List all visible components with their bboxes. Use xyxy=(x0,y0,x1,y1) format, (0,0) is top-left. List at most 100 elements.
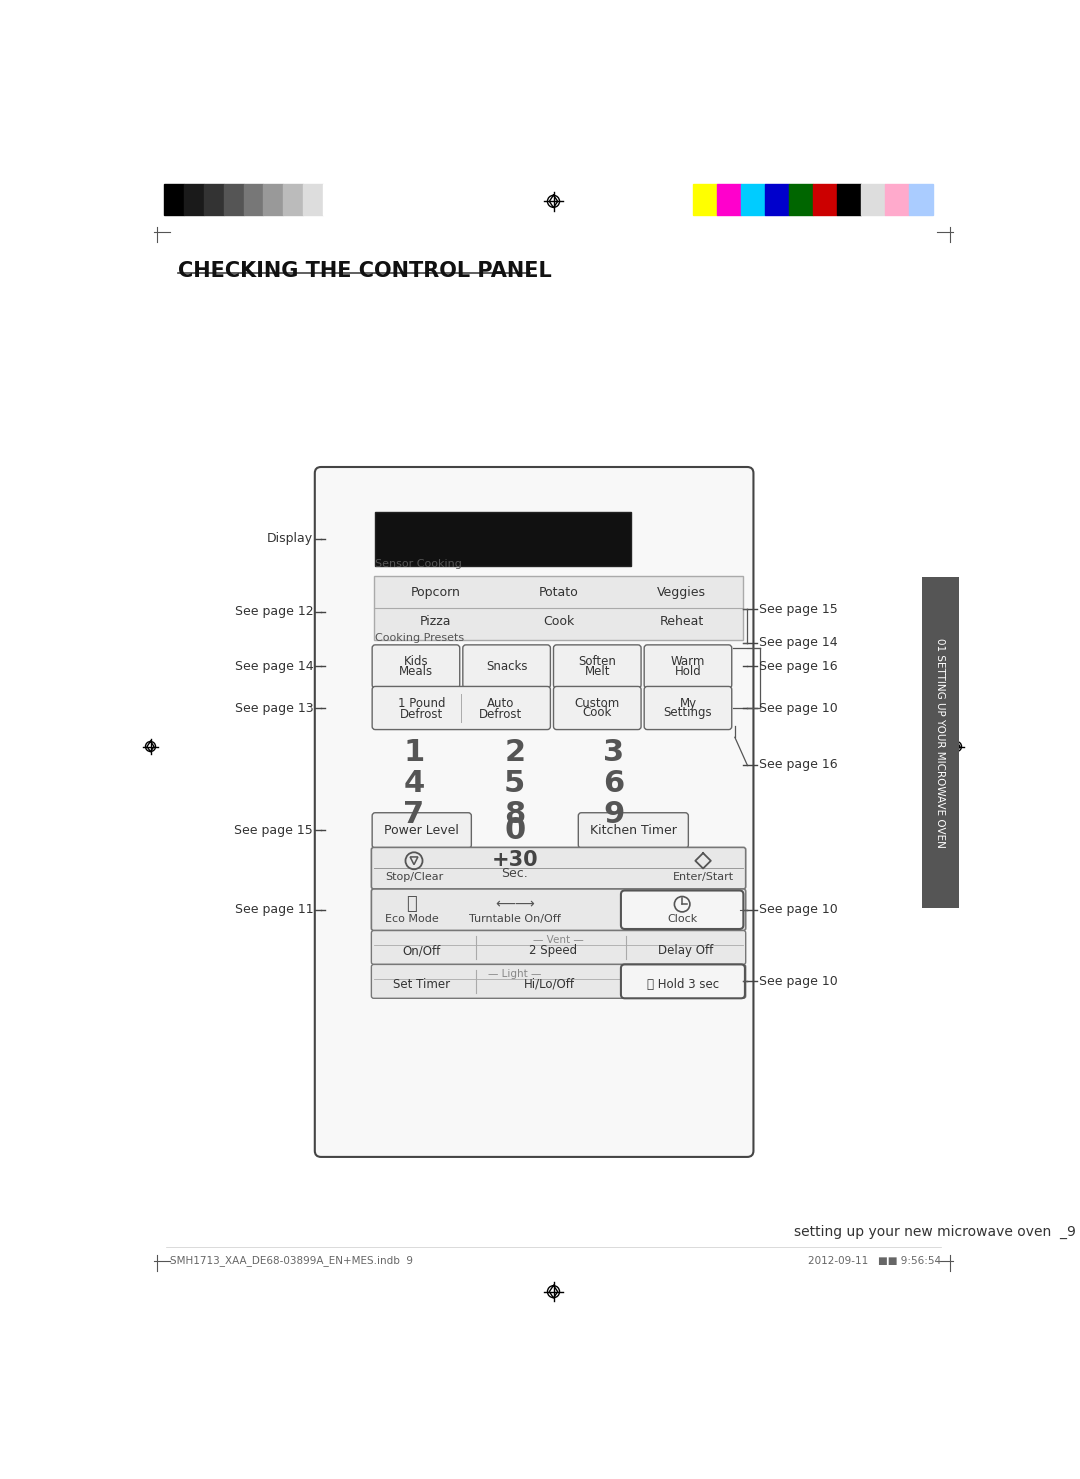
Text: Kids: Kids xyxy=(404,655,429,669)
FancyBboxPatch shape xyxy=(621,964,745,998)
Text: setting up your new microwave oven  _9: setting up your new microwave oven _9 xyxy=(794,1225,1076,1239)
Bar xyxy=(204,185,224,216)
Text: Meals: Meals xyxy=(399,664,433,677)
FancyBboxPatch shape xyxy=(373,813,471,847)
Text: 2: 2 xyxy=(504,738,525,768)
Text: 9: 9 xyxy=(604,800,624,828)
Text: Warm: Warm xyxy=(671,655,705,669)
Bar xyxy=(741,185,765,216)
FancyBboxPatch shape xyxy=(372,930,745,964)
Text: Custom: Custom xyxy=(575,697,620,710)
Text: Set Timer: Set Timer xyxy=(393,978,450,991)
Text: Pizza: Pizza xyxy=(419,615,451,629)
Text: On/Off: On/Off xyxy=(403,944,441,957)
Text: See page 14: See page 14 xyxy=(234,660,313,673)
Bar xyxy=(693,185,717,216)
Text: Kitchen Timer: Kitchen Timer xyxy=(590,824,677,837)
Text: See page 16: See page 16 xyxy=(759,660,837,673)
FancyBboxPatch shape xyxy=(644,645,732,688)
Text: Veggies: Veggies xyxy=(658,586,706,599)
Text: 1 Pound: 1 Pound xyxy=(397,697,445,710)
Text: 🔒 Hold 3 sec: 🔒 Hold 3 sec xyxy=(647,978,719,991)
FancyBboxPatch shape xyxy=(554,645,642,688)
Text: Turntable On/Off: Turntable On/Off xyxy=(469,914,561,923)
FancyBboxPatch shape xyxy=(372,964,745,998)
Text: 2 Speed: 2 Speed xyxy=(529,944,578,957)
Text: Popcorn: Popcorn xyxy=(410,586,460,599)
Text: 01 SETTING UP YOUR MICROWAVE OVEN: 01 SETTING UP YOUR MICROWAVE OVEN xyxy=(935,637,945,847)
Text: See page 11: See page 11 xyxy=(234,904,313,917)
Text: See page 12: See page 12 xyxy=(234,605,313,618)
Text: Melt: Melt xyxy=(584,664,610,677)
Text: Display: Display xyxy=(267,532,313,546)
Bar xyxy=(185,185,204,216)
Bar xyxy=(374,575,743,640)
Text: 8: 8 xyxy=(504,800,525,828)
Bar xyxy=(224,185,244,216)
Text: 0: 0 xyxy=(504,816,525,845)
Text: Soften: Soften xyxy=(579,655,617,669)
Text: Hold: Hold xyxy=(675,664,701,677)
Text: Power Level: Power Level xyxy=(384,824,459,837)
Text: My: My xyxy=(679,697,697,710)
FancyBboxPatch shape xyxy=(578,813,688,847)
Text: Cook: Cook xyxy=(582,705,612,719)
Text: See page 14: See page 14 xyxy=(759,636,837,649)
Text: Hi/Lo/Off: Hi/Lo/Off xyxy=(524,978,576,991)
FancyBboxPatch shape xyxy=(644,686,732,729)
Text: Defrost: Defrost xyxy=(480,707,523,720)
Text: ⟵⟶: ⟵⟶ xyxy=(495,898,535,911)
Text: Cooking Presets: Cooking Presets xyxy=(375,633,464,643)
Bar xyxy=(837,185,861,216)
FancyBboxPatch shape xyxy=(621,890,743,929)
Bar xyxy=(375,512,631,565)
Text: Eco Mode: Eco Mode xyxy=(384,914,438,923)
Text: 7: 7 xyxy=(404,800,424,828)
Bar xyxy=(264,185,283,216)
Text: Enter/Start: Enter/Start xyxy=(673,873,733,881)
FancyBboxPatch shape xyxy=(373,686,551,729)
Bar xyxy=(921,577,959,908)
Bar xyxy=(861,185,886,216)
Bar xyxy=(886,185,909,216)
Bar xyxy=(283,185,303,216)
Bar xyxy=(303,185,323,216)
Text: See page 10: See page 10 xyxy=(759,975,838,988)
Text: See page 15: See page 15 xyxy=(759,603,838,615)
Text: Sensor Cooking: Sensor Cooking xyxy=(375,559,462,569)
Bar xyxy=(813,185,837,216)
Text: Clock: Clock xyxy=(667,914,698,923)
FancyBboxPatch shape xyxy=(554,686,642,729)
Text: Reheat: Reheat xyxy=(660,615,704,629)
Text: Delay Off: Delay Off xyxy=(658,944,713,957)
Text: See page 16: See page 16 xyxy=(759,759,837,772)
Text: — Vent —: — Vent — xyxy=(532,935,583,945)
Text: 1: 1 xyxy=(403,738,424,768)
FancyBboxPatch shape xyxy=(314,467,754,1157)
FancyBboxPatch shape xyxy=(373,645,460,688)
Bar xyxy=(909,185,933,216)
Text: See page 10: See page 10 xyxy=(759,701,838,714)
Text: Settings: Settings xyxy=(663,705,713,719)
Text: Snacks: Snacks xyxy=(486,660,527,673)
Text: ꀯ: ꀯ xyxy=(406,895,417,913)
Bar xyxy=(323,185,342,216)
Text: See page 15: See page 15 xyxy=(234,824,313,837)
Text: Cook: Cook xyxy=(543,615,575,629)
FancyBboxPatch shape xyxy=(463,645,551,688)
Text: Defrost: Defrost xyxy=(400,707,443,720)
Text: 4: 4 xyxy=(403,769,424,799)
Text: — Light —: — Light — xyxy=(488,969,541,979)
Bar xyxy=(164,185,185,216)
Text: 5: 5 xyxy=(504,769,525,799)
FancyBboxPatch shape xyxy=(372,847,745,889)
Text: +30: +30 xyxy=(491,850,538,870)
Bar xyxy=(765,185,789,216)
Bar xyxy=(789,185,813,216)
Text: Auto: Auto xyxy=(487,697,514,710)
FancyBboxPatch shape xyxy=(372,889,745,930)
Text: 3: 3 xyxy=(604,738,624,768)
Bar xyxy=(244,185,264,216)
Text: 6: 6 xyxy=(604,769,624,799)
Text: 2012-09-11   ■■ 9:56:54: 2012-09-11 ■■ 9:56:54 xyxy=(808,1256,941,1266)
